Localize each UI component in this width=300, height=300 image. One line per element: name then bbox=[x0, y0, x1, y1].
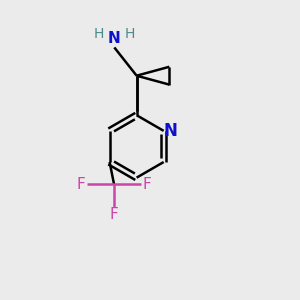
Text: N: N bbox=[163, 122, 177, 140]
Text: F: F bbox=[143, 177, 152, 192]
Text: N: N bbox=[108, 31, 121, 46]
Text: H: H bbox=[94, 27, 104, 41]
Text: F: F bbox=[110, 207, 118, 222]
Text: H: H bbox=[124, 27, 135, 41]
Text: F: F bbox=[76, 177, 85, 192]
